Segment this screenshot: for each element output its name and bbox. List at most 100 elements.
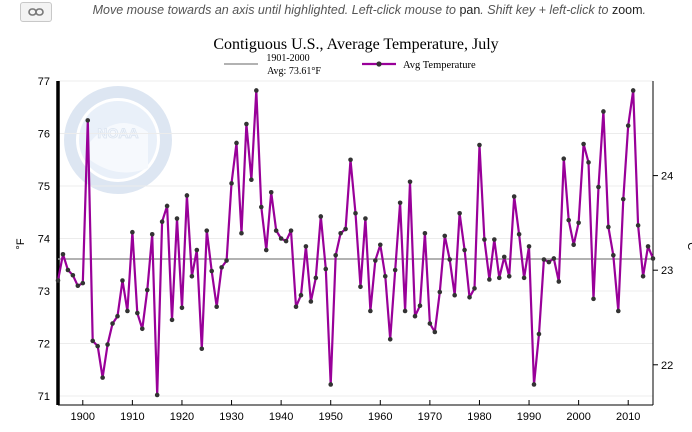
data-point[interactable]	[65, 267, 71, 273]
data-point[interactable]	[625, 123, 631, 128]
data-point[interactable]	[249, 177, 254, 182]
data-point[interactable]	[199, 346, 205, 352]
data-point[interactable]	[90, 338, 96, 344]
data-point[interactable]	[373, 258, 378, 263]
data-point[interactable]	[615, 308, 621, 314]
data-point[interactable]	[229, 181, 234, 186]
data-point[interactable]	[159, 219, 165, 224]
data-point[interactable]	[303, 244, 309, 249]
data-point[interactable]	[60, 251, 66, 257]
data-point[interactable]	[135, 310, 140, 316]
data-point[interactable]	[645, 244, 651, 249]
data-point[interactable]	[591, 296, 596, 302]
data-point[interactable]	[432, 329, 438, 335]
data-point[interactable]	[452, 292, 457, 298]
data-point[interactable]	[273, 228, 279, 233]
data-point[interactable]	[333, 253, 338, 258]
data-point[interactable]	[254, 88, 259, 93]
data-point[interactable]	[328, 382, 334, 387]
data-point[interactable]	[174, 216, 180, 221]
data-point[interactable]	[417, 303, 423, 309]
data-point[interactable]	[501, 254, 507, 260]
data-point[interactable]	[278, 236, 284, 241]
data-point[interactable]	[353, 211, 358, 216]
data-point[interactable]	[204, 228, 210, 233]
data-point[interactable]	[586, 160, 591, 165]
data-point[interactable]	[85, 118, 91, 123]
data-point[interactable]	[214, 304, 219, 310]
data-point[interactable]	[462, 247, 467, 253]
data-point[interactable]	[169, 317, 175, 323]
data-point[interactable]	[412, 313, 418, 319]
data-point[interactable]	[363, 216, 368, 221]
data-point[interactable]	[442, 233, 448, 239]
data-point[interactable]	[219, 265, 224, 270]
data-point[interactable]	[581, 141, 586, 147]
data-point[interactable]	[606, 224, 611, 230]
data-point[interactable]	[601, 109, 606, 114]
data-point[interactable]	[397, 200, 403, 206]
data-point[interactable]	[184, 193, 190, 198]
data-point[interactable]	[447, 257, 453, 262]
data-point[interactable]	[110, 321, 115, 326]
data-point[interactable]	[244, 121, 249, 127]
data-point[interactable]	[55, 278, 61, 283]
data-point[interactable]	[611, 253, 616, 258]
data-point[interactable]	[541, 257, 547, 262]
data-point[interactable]	[318, 214, 324, 219]
data-point[interactable]	[596, 184, 601, 190]
data-point[interactable]	[640, 274, 646, 279]
data-point[interactable]	[348, 157, 353, 163]
data-point[interactable]	[323, 266, 329, 272]
data-point[interactable]	[402, 308, 408, 314]
data-point[interactable]	[268, 190, 274, 195]
data-point[interactable]	[139, 326, 145, 332]
data-point[interactable]	[382, 274, 388, 279]
data-point[interactable]	[338, 230, 343, 236]
data-point[interactable]	[209, 268, 215, 274]
data-point[interactable]	[531, 382, 537, 387]
data-point[interactable]	[298, 292, 304, 298]
data-point[interactable]	[551, 256, 557, 261]
legend-series-label[interactable]: Avg Temperature	[403, 60, 476, 71]
data-point[interactable]	[482, 237, 487, 242]
data-point[interactable]	[437, 289, 443, 295]
data-point[interactable]	[477, 142, 482, 148]
data-point[interactable]	[521, 275, 527, 281]
data-point[interactable]	[283, 238, 289, 244]
data-point[interactable]	[650, 256, 656, 261]
data-point[interactable]	[546, 259, 552, 265]
data-point[interactable]	[457, 211, 462, 216]
data-point[interactable]	[576, 220, 581, 226]
data-point[interactable]	[571, 242, 576, 248]
data-point[interactable]	[422, 230, 428, 236]
data-point[interactable]	[308, 299, 314, 304]
data-point[interactable]	[472, 286, 477, 291]
data-point[interactable]	[95, 343, 100, 349]
data-point[interactable]	[387, 337, 393, 342]
data-point[interactable]	[179, 305, 185, 311]
data-point[interactable]	[561, 156, 567, 161]
data-point[interactable]	[234, 140, 239, 146]
data-point[interactable]	[566, 217, 572, 223]
data-point[interactable]	[358, 284, 363, 290]
data-point[interactable]	[506, 274, 512, 279]
data-point[interactable]	[377, 242, 383, 248]
data-point[interactable]	[635, 223, 641, 228]
link-button[interactable]	[20, 2, 52, 22]
data-point[interactable]	[154, 392, 160, 398]
data-point[interactable]	[343, 226, 348, 232]
data-point[interactable]	[194, 247, 200, 253]
data-point[interactable]	[288, 228, 294, 233]
data-point[interactable]	[313, 275, 319, 281]
data-point[interactable]	[263, 247, 269, 253]
data-point[interactable]	[105, 342, 110, 347]
data-point[interactable]	[239, 230, 244, 236]
data-point[interactable]	[630, 88, 636, 93]
data-point[interactable]	[149, 232, 155, 237]
data-point[interactable]	[224, 258, 229, 263]
data-point[interactable]	[620, 196, 626, 202]
data-point[interactable]	[258, 204, 264, 210]
data-point[interactable]	[80, 280, 86, 286]
